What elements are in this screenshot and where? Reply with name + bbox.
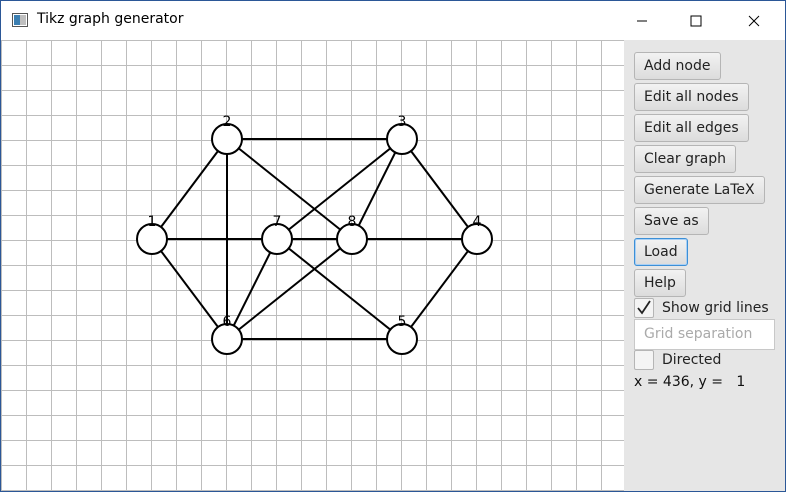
clear-graph-button[interactable]: Clear graph	[634, 145, 737, 173]
edge-2-8[interactable]	[226, 138, 353, 240]
maximize-button[interactable]	[673, 1, 719, 40]
graph-drawing[interactable]: 1 2 3 4 5 6 7 8	[1, 40, 624, 491]
edit-all-nodes-button[interactable]: Edit all nodes	[634, 83, 749, 111]
generate-latex-button[interactable]: Generate LaTeX	[634, 176, 765, 204]
node-label-4: 4	[473, 214, 482, 230]
minimize-icon	[637, 20, 647, 21]
node-8[interactable]	[336, 223, 368, 255]
node-label-1: 1	[148, 214, 157, 230]
node-label-6: 6	[223, 314, 232, 330]
edge-4-5[interactable]	[401, 238, 478, 340]
edge-3-4[interactable]	[401, 138, 478, 240]
node-7[interactable]	[261, 223, 293, 255]
graph-canvas[interactable]: 1 2 3 4 5 6 7 8	[1, 40, 624, 491]
directed-label: Directed	[662, 352, 722, 368]
node-label-8: 8	[348, 214, 357, 230]
show-grid-label: Show grid lines	[662, 300, 769, 316]
edge-1-2[interactable]	[151, 138, 228, 240]
edge-1-6[interactable]	[151, 238, 228, 340]
directed-checkbox[interactable]	[634, 350, 654, 370]
edge-6-7[interactable]	[226, 238, 278, 340]
checkmark-icon	[637, 300, 651, 315]
edge-6-8[interactable]	[226, 238, 353, 340]
node-5[interactable]	[386, 323, 418, 355]
graph-edges	[151, 138, 478, 340]
node-4[interactable]	[461, 223, 493, 255]
edge-3-8[interactable]	[351, 138, 403, 240]
app-icon	[12, 13, 28, 27]
load-button[interactable]: Load	[634, 238, 688, 266]
grid-lines	[1, 40, 624, 491]
control-panel: Add node Edit all nodes Edit all edges C…	[624, 40, 785, 491]
node-label-7: 7	[273, 214, 282, 230]
node-6[interactable]	[211, 323, 243, 355]
show-grid-checkbox[interactable]	[634, 298, 654, 318]
edge-3-7[interactable]	[276, 138, 403, 240]
graph-nodes[interactable]: 1 2 3 4 5 6 7 8	[136, 114, 493, 355]
title-bar[interactable]: Tikz graph generator	[1, 1, 785, 40]
node-3[interactable]	[386, 123, 418, 155]
add-node-button[interactable]: Add node	[634, 52, 721, 80]
edge-5-7[interactable]	[276, 238, 403, 340]
save-as-button[interactable]: Save as	[634, 207, 709, 235]
cursor-coordinates: x = 436, y = 1	[634, 374, 746, 390]
edit-all-edges-button[interactable]: Edit all edges	[634, 114, 749, 142]
close-button[interactable]	[731, 1, 777, 40]
window-title: Tikz graph generator	[37, 11, 184, 27]
help-button[interactable]: Help	[634, 269, 686, 297]
node-label-5: 5	[398, 314, 407, 330]
maximize-icon	[690, 15, 702, 26]
close-icon	[748, 15, 760, 26]
node-1[interactable]	[136, 223, 168, 255]
node-label-3: 3	[398, 114, 407, 130]
node-2[interactable]	[211, 123, 243, 155]
minimize-button[interactable]	[619, 1, 665, 40]
node-label-2: 2	[223, 114, 232, 130]
grid-separation-input[interactable]: Grid separation	[634, 319, 775, 350]
